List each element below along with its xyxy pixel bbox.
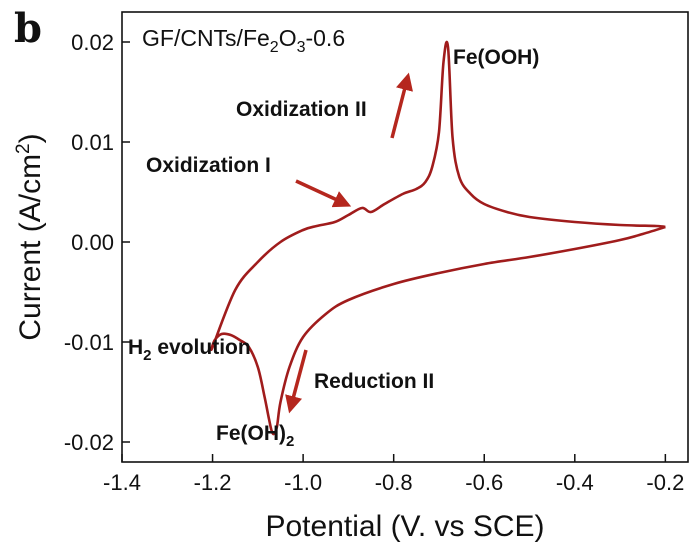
- annotation-oxidization-2: Oxidization II: [236, 98, 367, 121]
- x-axis-ticks: -1.4 -1.2 -1.0 -0.8 -0.6 -0.4 -0.2: [103, 454, 684, 495]
- cv-curve: [209, 40, 666, 436]
- y-tick-label: -0.01: [64, 330, 114, 355]
- x-tick-label: -0.4: [556, 470, 594, 495]
- x-tick-label: -0.8: [375, 470, 413, 495]
- sample-label: GF/CNTs/Fe2O3-0.6: [142, 25, 345, 56]
- x-tick-label: -0.2: [646, 470, 684, 495]
- annotation-reduction-2: Reduction II: [314, 370, 434, 393]
- arrow-reduction-2: [285, 349, 308, 414]
- y-tick-label: 0.00: [71, 230, 114, 255]
- y-tick-label: 0.02: [71, 30, 114, 55]
- arrow-oxidization-2: [390, 72, 413, 139]
- panel-letter: b: [14, 5, 42, 52]
- plot-frame: [121, 11, 689, 463]
- x-axis-title: Potential (V. vs SCE): [265, 510, 544, 543]
- y-axis-ticks: -0.02 -0.01 0.00 0.01 0.02: [64, 30, 130, 455]
- y-tick-label: 0.01: [71, 130, 114, 155]
- x-tick-label: -1.4: [103, 470, 141, 495]
- y-tick-label: -0.02: [64, 430, 114, 455]
- annotation-h2-evolution: H2 evolution: [128, 336, 251, 364]
- annotation-fe-ooh: Fe(OOH): [453, 46, 539, 69]
- x-tick-label: -0.6: [465, 470, 503, 495]
- x-tick-label: -1.0: [284, 470, 322, 495]
- x-tick-label: -1.2: [194, 470, 232, 495]
- annotation-fe-oh2: Fe(OH)2: [216, 422, 294, 450]
- annotation-oxidization-1: Oxidization I: [146, 154, 271, 177]
- y-axis-title: Current (A/cm2): [13, 133, 47, 340]
- arrow-oxidization-1: [295, 179, 352, 208]
